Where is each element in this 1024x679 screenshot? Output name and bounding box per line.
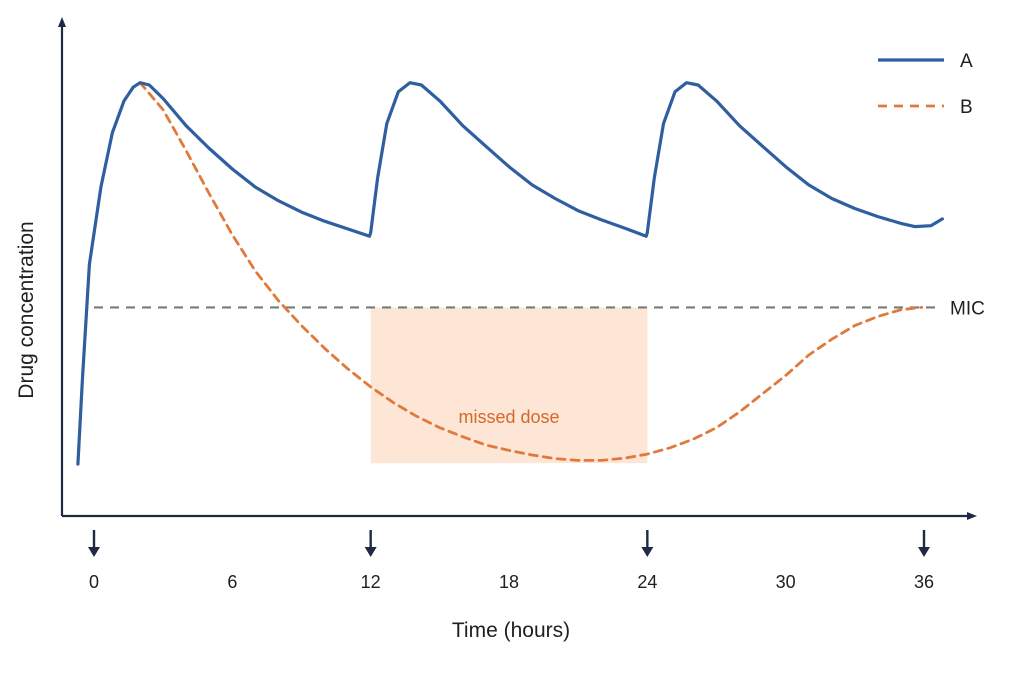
x-tick-label: 0 <box>89 572 99 592</box>
dose-arrow-icon <box>88 530 100 557</box>
x-tick-label: 6 <box>227 572 237 592</box>
mic-reference: MIC <box>94 298 985 319</box>
x-tick-label: 30 <box>776 572 796 592</box>
missed-dose-label: missed dose <box>458 407 559 427</box>
x-axis-title: Time (hours) <box>452 619 570 642</box>
legend: AB <box>878 51 973 118</box>
missed-dose-region <box>370 307 648 464</box>
series-a-line <box>76 81 944 466</box>
dose-arrow-icon <box>918 530 930 557</box>
legend-label: A <box>960 51 973 72</box>
x-tick-label: 18 <box>499 572 519 592</box>
x-tick-labels: 0 6 12 18 24 30 36 <box>89 572 934 592</box>
legend-item-b: B <box>878 97 973 118</box>
x-tick-label: 36 <box>914 572 934 592</box>
dose-arrow-icon <box>641 530 654 557</box>
x-tick-label: 24 <box>637 572 657 592</box>
x-tick-label: 12 <box>361 572 381 592</box>
dose-arrows <box>88 530 930 557</box>
shade-layer: missed dose <box>370 307 648 464</box>
axes <box>58 17 977 520</box>
legend-item-a: A <box>878 51 973 72</box>
mic-label: MIC <box>950 298 985 319</box>
legend-label: B <box>960 97 973 118</box>
y-axis-title: Drug concentration <box>15 221 38 398</box>
series-layer <box>76 81 944 466</box>
dose-arrow-icon <box>364 530 377 557</box>
